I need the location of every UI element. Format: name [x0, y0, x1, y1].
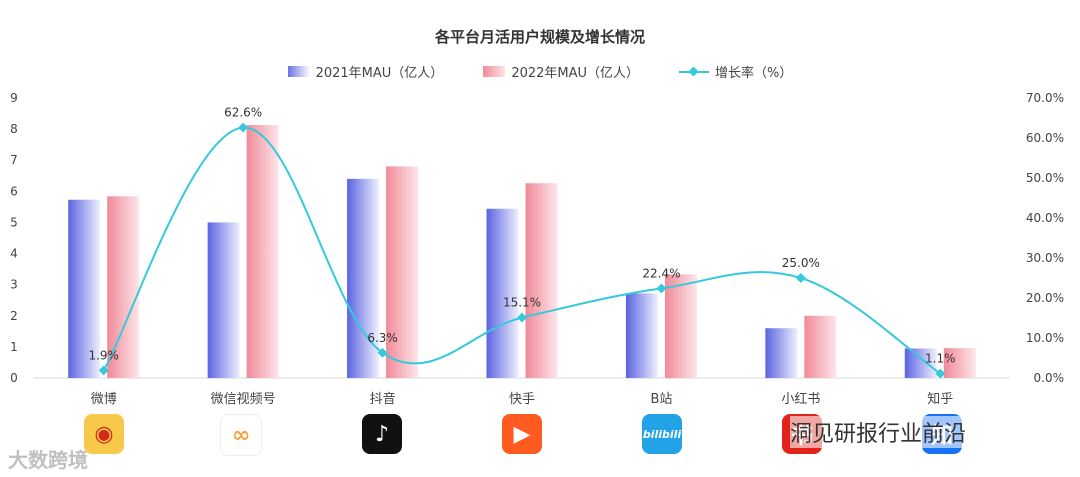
x-category-label: 快手: [509, 392, 535, 407]
growth-rate-point: [795, 273, 806, 283]
legend-item-growth: 增长率（%）: [679, 62, 792, 81]
x-category-label: 微博: [91, 392, 117, 407]
y-left-tick-label: 9: [10, 91, 18, 105]
growth-rate-data-label: 22.4%: [642, 266, 680, 280]
x-category-label: 微信视频号: [211, 392, 276, 407]
wechat-watermark: 洞见研报行业前沿: [790, 416, 967, 448]
growth-rate-data-label: 25.0%: [782, 256, 820, 270]
bar-2022: [386, 166, 419, 378]
growth-rate-point: [935, 368, 946, 379]
x-category-label: 抖音: [370, 391, 396, 407]
bar-2021: [347, 178, 380, 378]
bar-2021: [207, 222, 240, 378]
y-left-tick-label: 8: [10, 122, 18, 136]
douyin-icon: ♪: [362, 414, 402, 454]
y-right-tick-label: 0.0%: [1034, 371, 1065, 385]
chart-title: 各平台月活用户规模及增长情况: [434, 28, 645, 46]
growth-rate-data-label: 1.1%: [925, 352, 956, 366]
kuaishou-icon: ▶: [502, 414, 542, 454]
bar-2021: [625, 293, 658, 378]
bar-2021: [904, 348, 937, 378]
legend-label-2021: 2021年MAU（亿人）: [315, 66, 444, 81]
y-left-tick-label: 4: [10, 247, 18, 261]
bar-2022: [943, 348, 976, 378]
legend-item-2022: 2022年MAU（亿人）: [483, 62, 639, 81]
y-left-tick-label: 1: [10, 340, 18, 354]
x-category-label: 知乎: [927, 391, 953, 407]
y-right-tick-label: 10.0%: [1026, 331, 1064, 345]
y-right-tick-label: 70.0%: [1026, 91, 1064, 105]
bar-2021: [486, 208, 519, 378]
legend-label-growth: 增长率（%）: [715, 66, 793, 81]
legend-swatch-2021: [287, 66, 310, 77]
legend-swatch-growth: [679, 66, 710, 77]
bar-2022: [246, 125, 279, 378]
growth-rate-data-label: 15.1%: [503, 296, 541, 310]
growth-rate-data-label: 6.3%: [367, 331, 398, 345]
legend-item-2021: 2021年MAU（亿人）: [287, 62, 444, 81]
growth-rate-point: [517, 312, 527, 323]
growth-rate-data-label: 62.6%: [224, 106, 262, 120]
bar-2021: [765, 328, 798, 378]
bar-2022: [804, 315, 837, 378]
bar-2021: [68, 199, 101, 378]
growth-rate-point: [377, 347, 388, 358]
growth-rate-point: [98, 365, 109, 376]
y-left-tick-label: 2: [10, 309, 18, 323]
legend-label-2022: 2022年MAU（亿人）: [511, 66, 640, 81]
x-category-label: B站: [650, 392, 672, 407]
y-right-tick-label: 20.0%: [1026, 291, 1064, 305]
y-left-tick-label: 3: [10, 278, 18, 292]
growth-rate-point: [238, 122, 249, 133]
legend-swatch-2022: [483, 66, 506, 77]
y-right-tick-label: 60.0%: [1026, 131, 1064, 145]
x-category-label: 小红书: [781, 391, 820, 407]
y-left-tick-label: 0: [10, 371, 18, 385]
y-right-tick-label: 50.0%: [1026, 171, 1064, 185]
bar-2022: [664, 274, 697, 378]
chart-legend: 2021年MAU（亿人） 2022年MAU（亿人） 增长率（%）: [0, 62, 1080, 81]
weibo-icon: ◉: [84, 414, 124, 454]
bar-2022: [107, 196, 140, 378]
source-watermark: 大数跨境: [8, 448, 88, 472]
y-left-tick-label: 5: [10, 215, 18, 229]
y-left-tick-label: 7: [10, 153, 18, 167]
bilibili-icon: bilibili: [642, 414, 682, 454]
y-right-tick-label: 30.0%: [1026, 251, 1064, 265]
channels-icon: ∞: [220, 414, 262, 456]
y-right-tick-label: 40.0%: [1026, 211, 1064, 225]
bar-2022: [525, 183, 558, 378]
growth-rate-point: [656, 283, 667, 294]
growth-rate-data-label: 1.9%: [88, 348, 119, 362]
y-left-tick-label: 6: [10, 184, 18, 198]
